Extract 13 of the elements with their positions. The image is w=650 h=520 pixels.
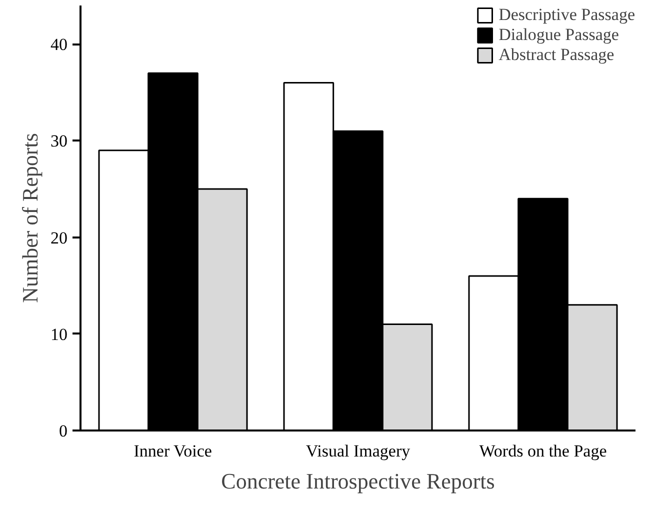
legend-label: Dialogue Passage (498, 25, 619, 45)
y-axis-title: Number of Reports (18, 133, 42, 303)
x-axis-title: Concrete Introspective Reports (221, 468, 495, 494)
x-tick-label: Visual Imagery (306, 442, 411, 460)
y-tick-label: 30 (50, 132, 68, 151)
legend-label: Abstract Passage (498, 45, 614, 65)
y-tick-label: 0 (59, 422, 68, 440)
y-tick-label: 40 (50, 35, 68, 54)
legend-label: Descriptive Passage (498, 5, 635, 25)
y-tick-label: 10 (50, 324, 68, 344)
y-tick-label: 20 (50, 228, 68, 248)
x-tick-label: Words on the Page (479, 442, 607, 460)
x-tick-label: Inner Voice (134, 442, 212, 460)
